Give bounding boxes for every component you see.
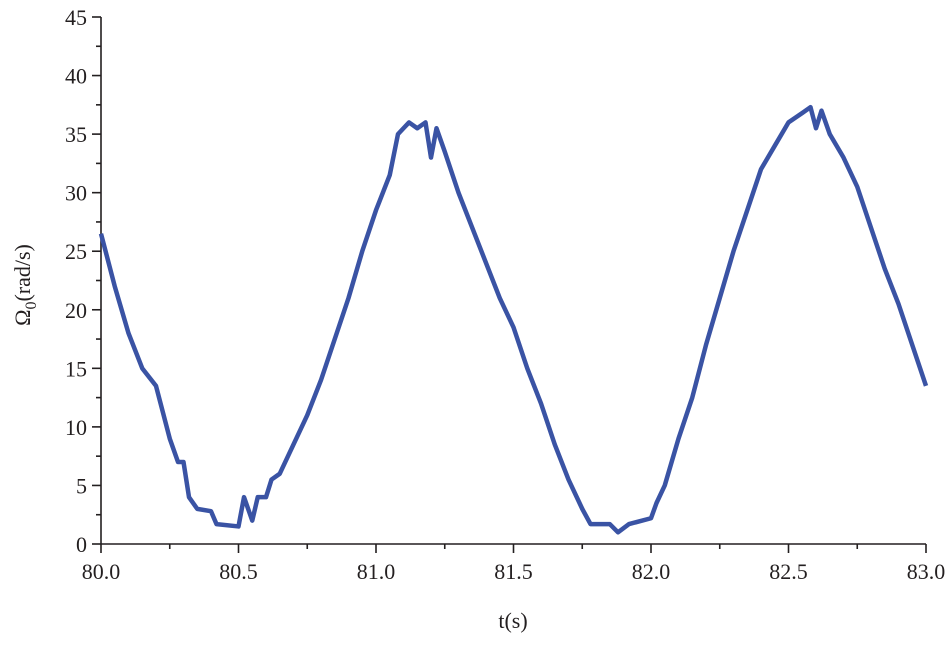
y-tick-label: 40 bbox=[65, 64, 87, 89]
x-tick-label: 82.5 bbox=[769, 559, 808, 584]
y-tick-label: 45 bbox=[65, 5, 87, 30]
y-axis-label-symbol: Ω bbox=[10, 310, 35, 326]
y-tick-label: 5 bbox=[76, 473, 87, 498]
x-tick-label: 81.0 bbox=[357, 559, 396, 584]
x-tick-label: 80.5 bbox=[219, 559, 258, 584]
y-tick-label: 25 bbox=[65, 239, 87, 264]
y-axis-label-subscript: 0 bbox=[23, 302, 40, 310]
x-tick-label: 83.0 bbox=[907, 559, 946, 584]
y-tick-label: 10 bbox=[65, 415, 87, 440]
data-line bbox=[98, 104, 929, 535]
y-axis-label: Ω0(rad/s) bbox=[10, 244, 40, 326]
x-axis-label: t(s) bbox=[498, 608, 527, 633]
x-tick-label: 81.5 bbox=[494, 559, 533, 584]
y-tick-label: 0 bbox=[76, 532, 87, 557]
y-axis-label-unit: (rad/s) bbox=[10, 244, 35, 301]
y-tick-label: 15 bbox=[65, 356, 87, 381]
y-tick-label: 20 bbox=[65, 298, 87, 323]
y-tick-label: 35 bbox=[65, 122, 87, 147]
x-tick-label: 80.0 bbox=[82, 559, 121, 584]
x-tick-label: 82.0 bbox=[632, 559, 671, 584]
y-tick-label: 30 bbox=[65, 181, 87, 206]
